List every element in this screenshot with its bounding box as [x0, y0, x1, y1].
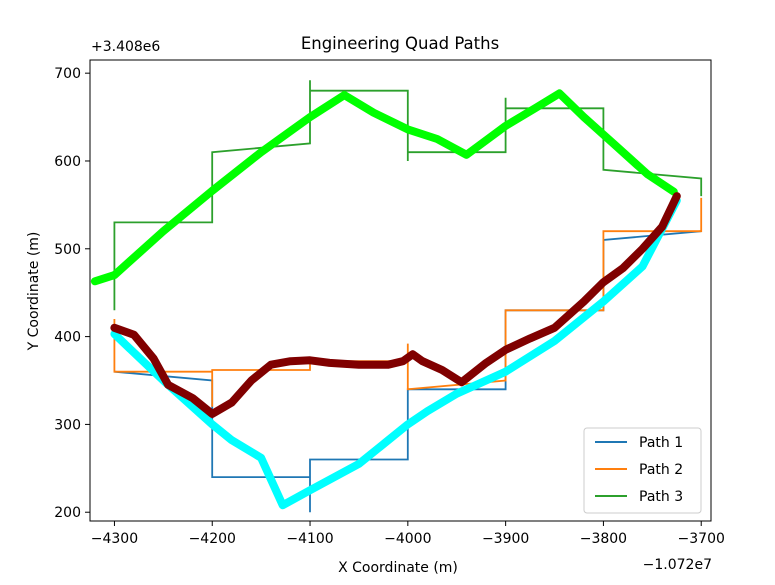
y-tick-label: 300 [54, 417, 81, 433]
x-tick-label: −3700 [678, 531, 725, 547]
series-line-path-2 [113, 197, 703, 407]
overlay-track-maroon [110, 192, 681, 418]
legend-label-path-1: Path 1 [639, 435, 683, 451]
overlay-track-cyan [110, 196, 681, 510]
y-tick-label: 700 [54, 66, 81, 82]
series-line-path-3 [113, 80, 703, 311]
x-tick-label: −4000 [384, 531, 431, 547]
y-offset-text: +3.408e6 [91, 39, 160, 55]
chart-title: Engineering Quad Paths [301, 34, 499, 53]
plot-frame [89, 59, 712, 522]
x-tick-label: −4100 [286, 531, 333, 547]
legend: Path 1 Path 2 Path 3 [583, 427, 702, 514]
x-tick-label: −3800 [580, 531, 627, 547]
overlay-track-green [90, 89, 678, 286]
x-tick-label: −4200 [189, 531, 236, 547]
x-tick-label: −3900 [482, 531, 529, 547]
axis-ticks: −4300 −4200 −4100 −4000 −3900 −3800 −3700 200 30… [54, 66, 725, 547]
plot-area [90, 80, 703, 513]
x-offset-text: −1.072e7 [643, 557, 712, 573]
y-tick-label: 500 [54, 242, 81, 258]
y-tick-label: 200 [54, 505, 81, 521]
legend-box [583, 427, 702, 514]
x-axis-label: X Coordinate (m) [338, 560, 458, 576]
legend-label-path-3: Path 3 [639, 489, 683, 505]
y-tick-label: 600 [54, 154, 81, 170]
y-tick-label: 400 [54, 330, 81, 346]
legend-label-path-2: Path 2 [639, 462, 683, 478]
x-tick-label: −4300 [91, 531, 138, 547]
y-axis-label: Y Coordinate (m) [26, 232, 42, 352]
